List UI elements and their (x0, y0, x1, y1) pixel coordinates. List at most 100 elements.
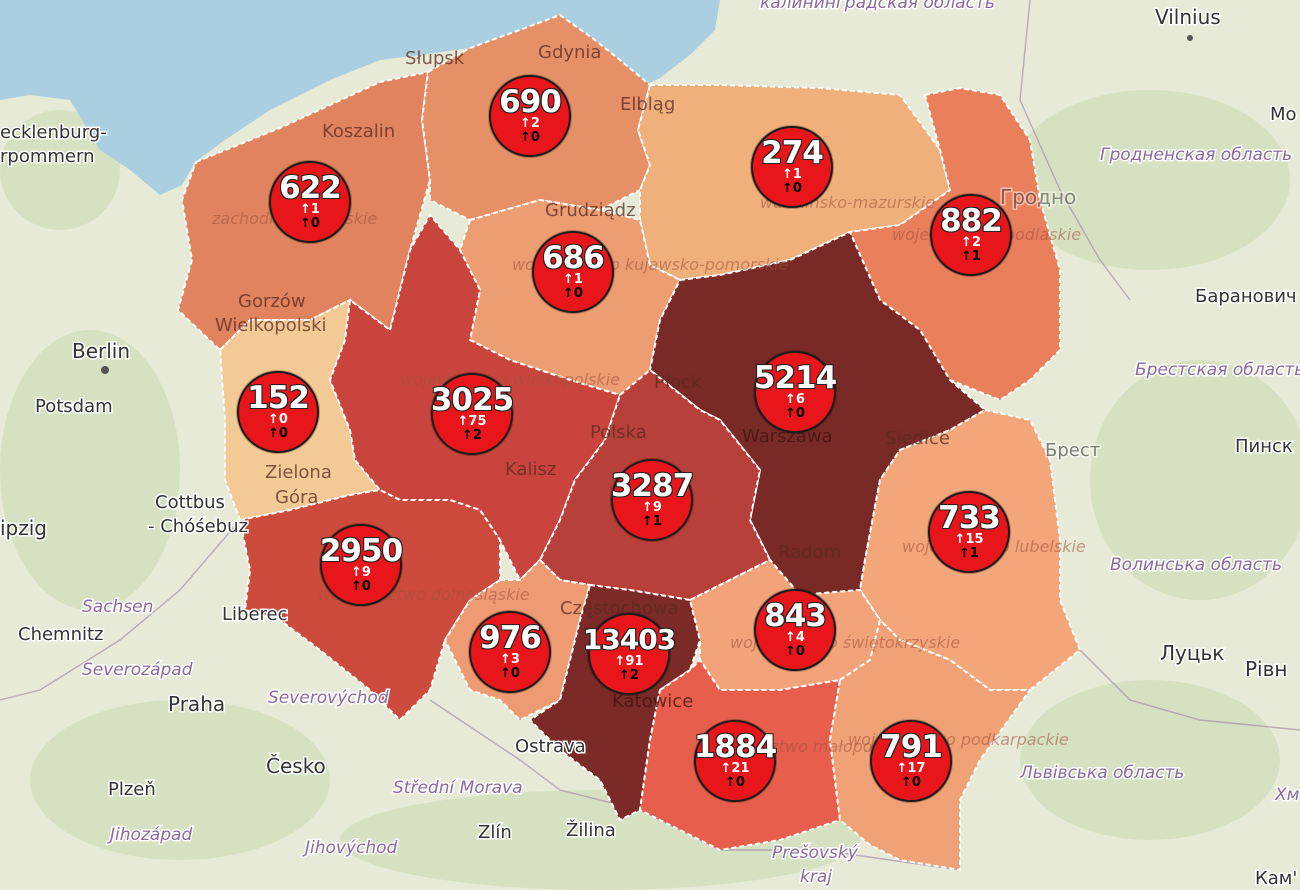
marker-new-cases: ↑17 (896, 761, 926, 776)
marker-new-cases: ↑9 (351, 565, 371, 580)
marker-total: 843 (764, 598, 827, 634)
marker-lubelskie[interactable]: 733 ↑15 ↑1 (928, 491, 1010, 573)
marker-new-cases: ↑21 (720, 761, 750, 776)
marker-new-deaths: ↑0 (785, 644, 805, 659)
marker-mazowieckie[interactable]: 5214 ↑6 ↑0 (754, 351, 837, 433)
marker-slaskie[interactable]: 13403 ↑91 ↑2 (583, 613, 676, 695)
label-brest-region: Брестская область (1135, 360, 1300, 380)
marker-new-cases: ↑1 (300, 202, 320, 217)
marker-new-deaths: ↑0 (500, 666, 520, 681)
label-severozapad: Severozápad (82, 660, 193, 680)
marker-new-deaths: ↑1 (959, 546, 979, 561)
label-severovychod: Severovýchod (268, 688, 389, 708)
marker-total: 1884 (693, 729, 777, 765)
label-cesko: Česko (266, 754, 326, 778)
marker-new-deaths: ↑1 (642, 514, 662, 529)
marker-total: 3287 (610, 468, 694, 504)
label-jihozapad: Jihozápad (107, 825, 192, 845)
marker-malopolskie[interactable]: 1884 ↑21 ↑0 (693, 720, 777, 802)
marker-new-deaths: ↑0 (351, 579, 371, 594)
label-vilnius: Vilnius (1155, 5, 1221, 29)
marker-new-deaths: ↑2 (462, 428, 482, 443)
label-berlin: Berlin (72, 339, 130, 363)
label-radom: Radom (778, 542, 841, 563)
label-praha: Praha (168, 692, 225, 716)
label-mecklenburg: ecklenburg- (0, 122, 107, 143)
marker-new-deaths: ↑0 (300, 216, 320, 231)
label-potsdam: Potsdam (35, 396, 113, 417)
marker-new-cases: ↑15 (954, 532, 984, 547)
label-grudziadz: Grudziądz (545, 200, 636, 221)
label-baranovichi: Баранович (1195, 286, 1297, 307)
marker-total: 791 (880, 729, 943, 765)
label-gorzow: Gorzów (238, 291, 306, 312)
label-grodno-region: Гродненская область (1100, 145, 1292, 165)
label-zilina: Žilina (566, 819, 616, 841)
marker-warminsko-mazurskie[interactable]: 274 ↑1 ↑0 (751, 126, 833, 208)
label-kaliningrad-region: калининградская область (760, 0, 995, 13)
marker-new-cases: ↑1 (782, 167, 802, 182)
marker-podlaskie[interactable]: 882 ↑2 ↑1 (930, 194, 1012, 276)
label-sachsen: Sachsen (82, 597, 153, 617)
marker-new-cases: ↑3 (500, 652, 520, 667)
marker-new-cases: ↑9 (642, 500, 662, 515)
marker-wielkopolskie[interactable]: 3025 ↑75 ↑2 (430, 373, 514, 455)
marker-lubuskie[interactable]: 152 ↑0 ↑0 (237, 371, 319, 453)
marker-new-deaths: ↑0 (901, 775, 921, 790)
internal-place-labels: Słupsk Gdynia Koszalin Elbląg Grudziądz … (215, 42, 950, 712)
label-rivne: Рівн (1245, 657, 1287, 681)
marker-kujawsko-pomorskie[interactable]: 686 ↑1 ↑0 (532, 231, 614, 313)
label-stredni-morava: Střední Morava (393, 778, 523, 798)
label-brest: Брест (1045, 440, 1100, 461)
label-siedlce: Siedlce (885, 428, 950, 449)
label-chemnitz: Chemnitz (18, 624, 104, 645)
label-pinsk: Пинск (1235, 436, 1293, 457)
label-leipzig: ipzig (0, 516, 47, 540)
marker-total: 274 (761, 135, 824, 171)
marker-zachodniopomorskie[interactable]: 622 ↑1 ↑0 (269, 161, 351, 243)
marker-total: 2950 (319, 533, 403, 569)
marker-new-deaths: ↑0 (268, 426, 288, 441)
marker-total: 882 (940, 203, 1003, 239)
label-ostrava: Ostrava (515, 736, 586, 757)
marker-total: 152 (247, 380, 310, 416)
marker-lodzkie[interactable]: 3287 ↑9 ↑1 (610, 459, 694, 541)
marker-new-cases: ↑2 (520, 116, 540, 131)
marker-total: 3025 (430, 382, 514, 418)
label-koszalin: Koszalin (322, 121, 395, 142)
marker-podkarpackie[interactable]: 791 ↑17 ↑0 (870, 720, 952, 802)
marker-total: 13403 (582, 623, 676, 656)
voivodeship-regions (176, 13, 1082, 872)
label-gora: Góra (275, 487, 318, 508)
marker-total: 690 (499, 84, 562, 120)
label-volyn-region: Волинська область (1110, 555, 1282, 575)
marker-new-deaths: ↑1 (961, 249, 981, 264)
marker-new-deaths: ↑0 (563, 286, 583, 301)
label-zlin: Zlín (478, 822, 512, 843)
marker-new-cases: ↑75 (457, 414, 487, 429)
label-vorpommern: rpommern (0, 146, 94, 167)
marker-new-cases: ↑91 (614, 654, 644, 669)
label-polska: Polska (590, 422, 647, 443)
marker-new-cases: ↑0 (268, 412, 288, 427)
marker-new-cases: ↑2 (961, 235, 981, 250)
marker-opolskie[interactable]: 976 ↑3 ↑0 (469, 611, 551, 693)
label-warszawa: Warszawa (742, 426, 833, 447)
label-cottbus: Cottbus (155, 492, 225, 513)
marker-swietokrzyskie[interactable]: 843 ↑4 ↑0 (754, 589, 836, 671)
label-czestochowa: Częstochowa (560, 598, 679, 619)
label-kalisz: Kalisz (505, 459, 556, 480)
label-liberec: Liberec (222, 604, 288, 625)
marker-new-cases: ↑6 (785, 392, 805, 407)
label-lutsk: Луцьк (1160, 641, 1224, 665)
marker-dolnoslaskie[interactable]: 2950 ↑9 ↑0 (319, 524, 403, 606)
marker-total: 686 (542, 240, 605, 276)
marker-total: 622 (279, 170, 342, 206)
label-hm: Хм (1274, 785, 1300, 805)
marker-new-cases: ↑1 (563, 272, 583, 287)
label-plock: Płock (654, 372, 702, 393)
marker-pomorskie[interactable]: 690 ↑2 ↑0 (489, 75, 571, 157)
